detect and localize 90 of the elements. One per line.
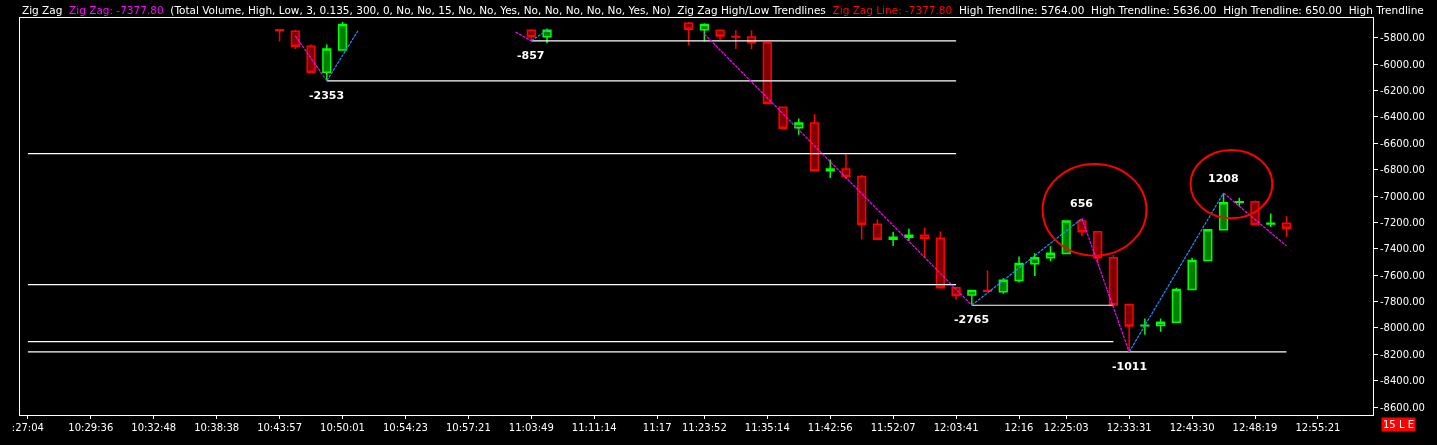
text: High Trendline: 650.00 bbox=[1223, 4, 1342, 16]
candlestick bbox=[1077, 217, 1087, 237]
candlestick bbox=[778, 106, 788, 130]
x-tick-label: 12:16 bbox=[1004, 422, 1034, 433]
candlestick bbox=[998, 277, 1008, 295]
x-tick-label: 10:29:36 bbox=[68, 422, 114, 433]
candlestick bbox=[825, 158, 835, 179]
x-tick-label: 11:52:07 bbox=[870, 422, 916, 433]
annotation: -857 bbox=[517, 49, 545, 62]
y-tick-label: -6600.00 bbox=[1380, 137, 1425, 149]
y-tick-label: -7800.00 bbox=[1380, 296, 1425, 308]
candlestick bbox=[322, 43, 332, 82]
x-tick-label: 12:48:19 bbox=[1232, 422, 1278, 433]
candlestick bbox=[699, 22, 709, 43]
candlestick bbox=[1171, 286, 1181, 324]
text: 15 L E bbox=[1383, 419, 1414, 430]
candlestick bbox=[762, 42, 772, 105]
candlestick bbox=[1218, 192, 1229, 231]
annotation: -2353 bbox=[309, 89, 345, 102]
x-tick-label: 12:25:03 bbox=[1043, 422, 1089, 433]
candlestick bbox=[904, 227, 914, 242]
y-tick-label: -7400.00 bbox=[1380, 243, 1425, 255]
candlestick bbox=[967, 289, 977, 307]
y-tick-label: -8600.00 bbox=[1380, 401, 1425, 413]
x-tick-label: 10:50:01 bbox=[320, 422, 365, 433]
candlestick bbox=[1030, 252, 1040, 277]
x-tick-label: 10:32:48 bbox=[131, 422, 177, 433]
x-tick-label: 11:11:14 bbox=[571, 422, 617, 433]
annotation: -1011 bbox=[1112, 360, 1148, 373]
x-tick-label: 10:57:21 bbox=[445, 422, 491, 433]
candlestick bbox=[731, 29, 741, 50]
candlestick bbox=[1281, 215, 1292, 238]
x-tick-label: 10:43:57 bbox=[257, 422, 303, 433]
text: High Trendline: 5764.00 bbox=[958, 4, 1085, 16]
annotation: 656 bbox=[1070, 197, 1094, 210]
candlestick bbox=[337, 21, 348, 51]
x-tick-label: 12:33:31 bbox=[1106, 422, 1152, 433]
y-tick-label: -6400.00 bbox=[1380, 111, 1425, 123]
candlestick bbox=[715, 29, 725, 41]
x-tick-label: 11:35:14 bbox=[744, 422, 790, 433]
x-tick-label: 12:43:30 bbox=[1169, 422, 1215, 433]
y-tick-label: -7200.00 bbox=[1380, 216, 1425, 228]
y-tick-label: -6000.00 bbox=[1380, 58, 1425, 70]
x-tick-label: 11:17 bbox=[642, 422, 672, 433]
x-tick-label: 11:42:56 bbox=[807, 422, 853, 433]
text: Zig Zag: -7377.80 bbox=[69, 4, 164, 16]
candlestick bbox=[306, 43, 316, 74]
candlestick bbox=[857, 174, 867, 241]
candlestick bbox=[888, 230, 898, 247]
x-tick-label: :27:04 bbox=[11, 422, 44, 433]
x-tick-label: 12:55:21 bbox=[1295, 422, 1341, 433]
candlestick bbox=[809, 113, 820, 172]
candlestick bbox=[920, 226, 930, 259]
candlestick bbox=[1045, 245, 1056, 262]
y-tick-label: -5800.00 bbox=[1380, 32, 1425, 44]
x-tick-label: 12:03:41 bbox=[933, 422, 979, 433]
annotation: -2765 bbox=[954, 313, 990, 326]
x-tick-label: 11:23:52 bbox=[681, 422, 727, 433]
x-tick-label: 10:38:38 bbox=[194, 422, 240, 433]
candlestick bbox=[872, 218, 883, 240]
candlestick bbox=[1014, 255, 1024, 284]
x-tick-label: 11:03:49 bbox=[508, 422, 554, 433]
candlestick bbox=[1124, 303, 1134, 353]
candlestick bbox=[794, 117, 804, 136]
y-tick-label: -6800.00 bbox=[1380, 164, 1425, 176]
y-tick-label: -7000.00 bbox=[1380, 190, 1425, 202]
y-tick-label: -8400.00 bbox=[1380, 375, 1425, 387]
text: Zig Zag Line: -7377.80 bbox=[832, 4, 953, 16]
candlestick bbox=[526, 28, 536, 42]
text: (Total Volume, High, Low, 3, 0.135, 300, 0, No, No, 15, No, No, Yes, No, No, No, No, No, Yes, No) bbox=[170, 4, 671, 16]
candlestick bbox=[1187, 257, 1197, 291]
candlestick bbox=[290, 29, 300, 50]
candlestick bbox=[684, 21, 694, 47]
x-tick-label: 10:54:23 bbox=[382, 422, 428, 433]
candlestick bbox=[746, 29, 757, 50]
annotation: 1208 bbox=[1208, 172, 1239, 185]
candlestick bbox=[542, 27, 552, 45]
text: High Trendline bbox=[1348, 4, 1424, 16]
text: Zig Zag High/Low Trendlines bbox=[677, 4, 826, 16]
candlestick bbox=[841, 152, 851, 180]
text: High Trendline: 5636.00 bbox=[1091, 4, 1217, 16]
candlestick bbox=[935, 230, 945, 289]
y-tick-label: -7600.00 bbox=[1380, 269, 1425, 281]
text: Zig Zag bbox=[22, 4, 63, 16]
y-tick-label: -6200.00 bbox=[1380, 85, 1425, 97]
candlestick bbox=[1203, 229, 1213, 262]
y-tick-label: -8200.00 bbox=[1380, 348, 1425, 360]
candlestick bbox=[1266, 212, 1276, 228]
y-tick-label: -8000.00 bbox=[1380, 322, 1425, 334]
candlestick bbox=[1140, 317, 1150, 336]
